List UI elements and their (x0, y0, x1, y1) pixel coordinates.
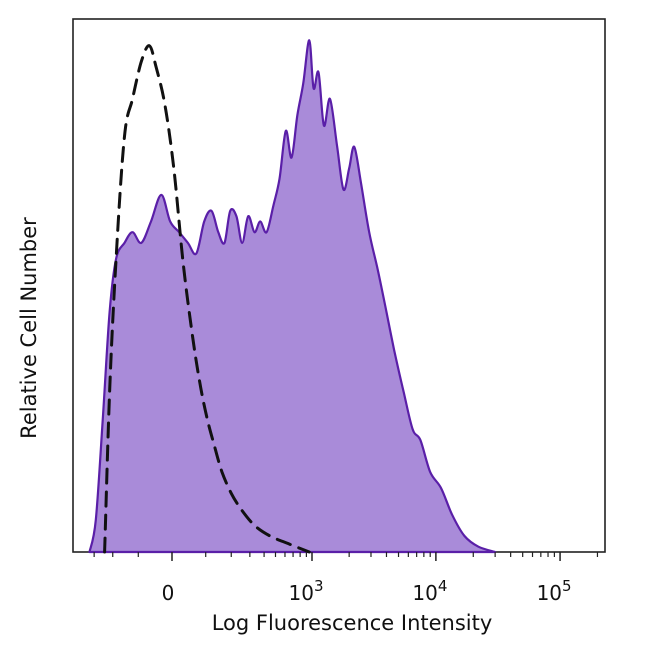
x-tick-label: 103 (289, 577, 324, 605)
x-tick-label: 105 (537, 577, 572, 605)
control-histogram-dashed-line (103, 44, 311, 554)
x-axis-label: Log Fluorescence Intensity (212, 611, 493, 635)
x-tick-label: 0 (162, 581, 175, 605)
x-axis-tick-labels: 0 103 104 105 (162, 577, 572, 605)
x-tick-label: 104 (412, 577, 447, 605)
sample-histogram-area (88, 39, 497, 554)
x-axis-ticks (93, 552, 599, 561)
y-axis-label: Relative Cell Number (17, 217, 41, 439)
series-layer (88, 39, 497, 554)
